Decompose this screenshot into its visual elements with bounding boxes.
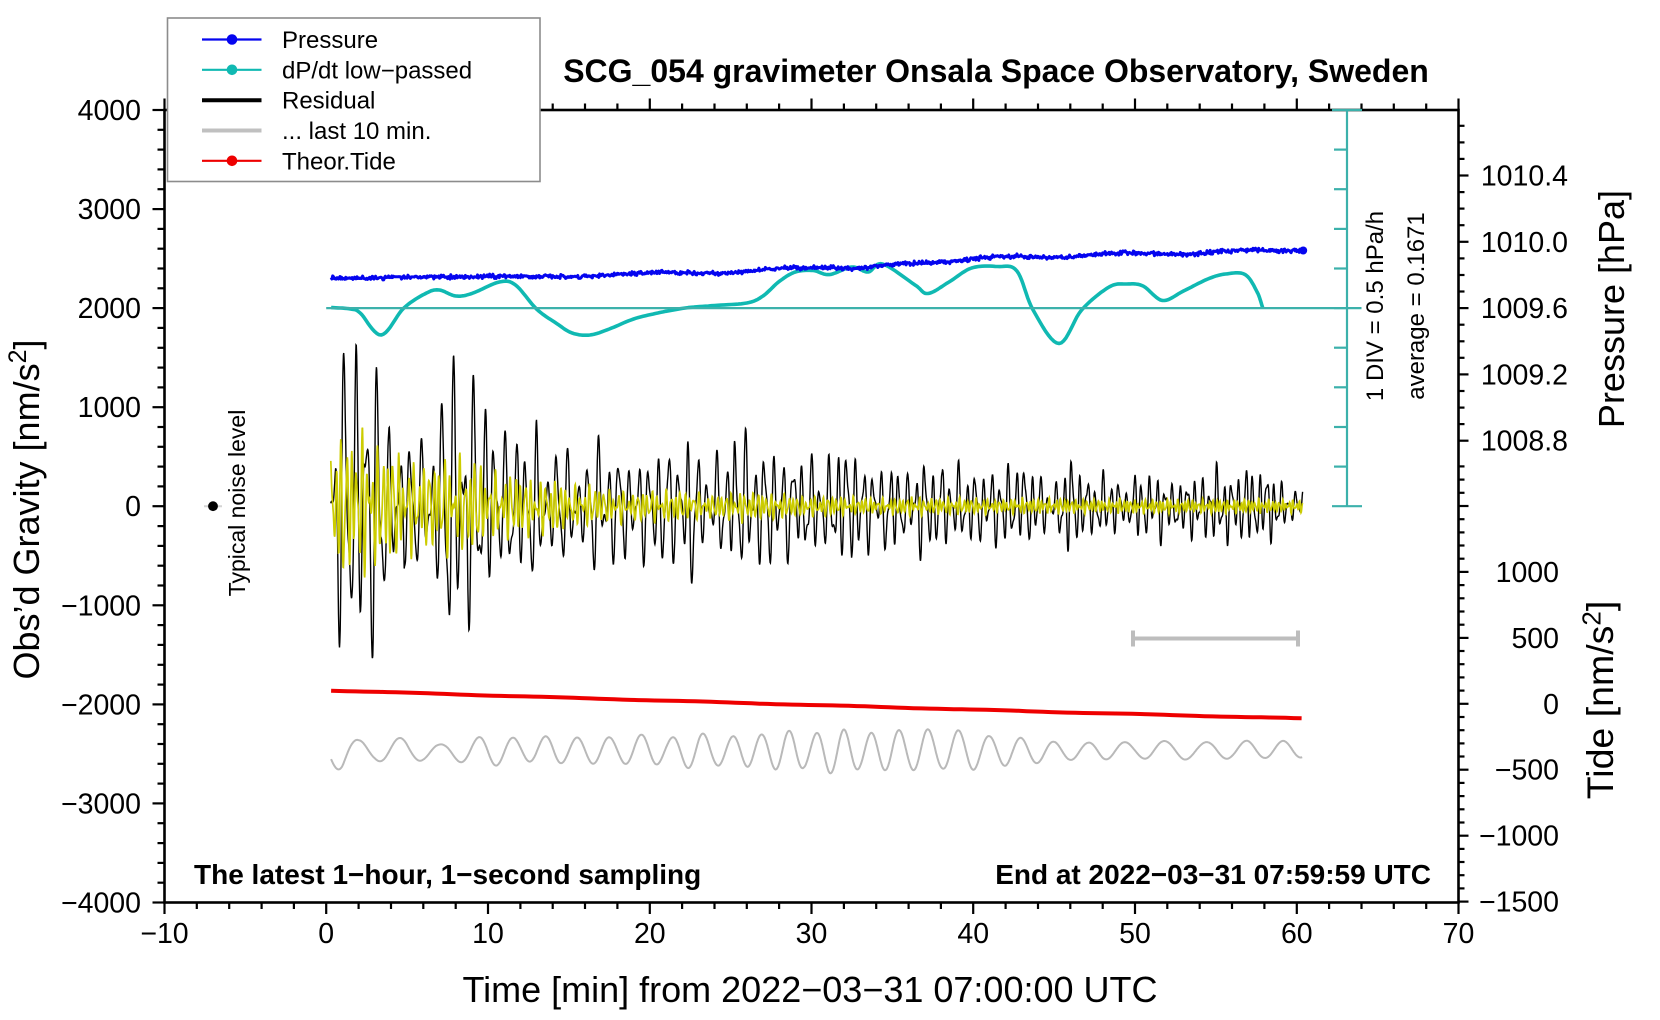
svg-text:60: 60: [1281, 918, 1313, 950]
svg-text:−10: −10: [140, 918, 188, 950]
svg-text:2000: 2000: [78, 293, 141, 325]
svg-text:average = 0.1671: average = 0.1671: [1403, 212, 1430, 400]
svg-text:Time [min] from 2022−03−31 07:: Time [min] from 2022−03−31 07:00:00 UTC: [462, 969, 1157, 1010]
svg-text:1010.0: 1010.0: [1481, 227, 1568, 259]
svg-text:0: 0: [1543, 689, 1559, 721]
svg-text:30: 30: [796, 918, 828, 950]
svg-text:−3000: −3000: [61, 788, 141, 820]
svg-text:40: 40: [957, 918, 989, 950]
svg-text:−2000: −2000: [61, 689, 141, 721]
svg-text:20: 20: [634, 918, 666, 950]
svg-text:50: 50: [1119, 918, 1151, 950]
svg-text:Typical noise level: Typical noise level: [224, 410, 250, 597]
svg-text:1000: 1000: [1496, 557, 1559, 589]
svg-text:Pressure: Pressure: [282, 27, 378, 54]
svg-text:Obs’d Gravity [nm/s2]: Obs’d Gravity [nm/s2]: [4, 340, 47, 680]
svg-text:4000: 4000: [78, 95, 141, 127]
svg-text:Tide [nm/s2]: Tide [nm/s2]: [1577, 601, 1622, 800]
svg-text:70: 70: [1443, 918, 1475, 950]
svg-text:... last 10 min.: ... last 10 min.: [282, 118, 431, 145]
svg-text:The latest 1−hour, 1−second sa: The latest 1−hour, 1−second sampling: [194, 859, 701, 890]
svg-text:dP/dt low−passed: dP/dt low−passed: [282, 57, 472, 84]
svg-text:1009.2: 1009.2: [1481, 359, 1568, 391]
svg-text:Theor.Tide: Theor.Tide: [282, 148, 396, 175]
svg-text:Residual: Residual: [282, 88, 375, 115]
svg-text:−1500: −1500: [1479, 887, 1559, 919]
svg-text:1010.4: 1010.4: [1481, 161, 1568, 193]
svg-text:Pressure [hPa]: Pressure [hPa]: [1591, 190, 1632, 428]
svg-text:10: 10: [472, 918, 504, 950]
svg-text:SCG_054 gravimeter Onsala Spac: SCG_054 gravimeter Onsala Space Observat…: [563, 53, 1429, 89]
svg-text:1009.6: 1009.6: [1481, 293, 1568, 325]
svg-text:1008.8: 1008.8: [1481, 426, 1568, 458]
svg-text:3000: 3000: [78, 194, 141, 226]
svg-text:0: 0: [125, 491, 141, 523]
svg-text:500: 500: [1511, 623, 1559, 655]
svg-text:−1000: −1000: [1479, 821, 1559, 853]
svg-text:End at 2022−03−31 07:59:59 UTC: End at 2022−03−31 07:59:59 UTC: [995, 859, 1431, 890]
svg-text:−4000: −4000: [61, 888, 141, 920]
svg-text:1000: 1000: [78, 392, 141, 424]
svg-text:−1000: −1000: [61, 590, 141, 622]
svg-text:0: 0: [318, 918, 334, 950]
svg-text:1 DIV = 0.5 hPa/h: 1 DIV = 0.5 hPa/h: [1362, 211, 1389, 401]
svg-text:−500: −500: [1495, 755, 1559, 787]
